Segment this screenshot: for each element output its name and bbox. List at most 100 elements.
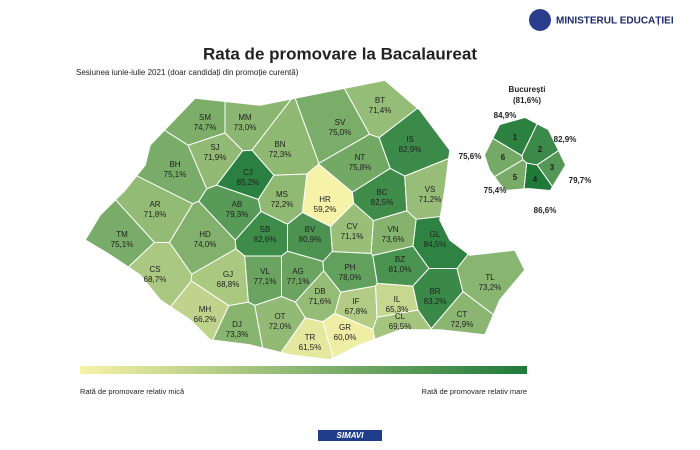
county-rate: 82,6% bbox=[254, 235, 277, 244]
sector-code: 4 bbox=[533, 175, 538, 184]
county-rate: 73,3% bbox=[226, 330, 249, 339]
sector-rate: 79,7% bbox=[569, 176, 592, 185]
county-rate: 71,1% bbox=[341, 232, 364, 241]
footer-logo: SIMAVI bbox=[337, 431, 365, 440]
county-rate: 75,8% bbox=[349, 163, 372, 172]
county-rate: 71,2% bbox=[419, 195, 442, 204]
county-rate: 75,0% bbox=[329, 128, 352, 137]
county-code: MS bbox=[276, 190, 288, 199]
county-code: SM bbox=[199, 113, 211, 122]
county-code: VS bbox=[425, 185, 436, 194]
county-code: DJ bbox=[232, 320, 242, 329]
county-code: OT bbox=[274, 312, 285, 321]
county-rate: 71,8% bbox=[144, 210, 167, 219]
county-rate: 78,0% bbox=[339, 273, 362, 282]
title: Rata de promovare la Bacalaureat bbox=[203, 44, 477, 63]
county-code: IS bbox=[406, 135, 414, 144]
county-code: VN bbox=[387, 225, 398, 234]
sector-code: 2 bbox=[538, 145, 543, 154]
county-code: GJ bbox=[223, 270, 233, 279]
county-rate: 66,2% bbox=[194, 315, 217, 324]
county-code: TM bbox=[116, 230, 128, 239]
ministry-emblem bbox=[529, 9, 551, 31]
sector bbox=[485, 123, 524, 190]
county-code: MM bbox=[238, 113, 252, 122]
county-code: BC bbox=[376, 188, 387, 197]
sector-code: 3 bbox=[550, 163, 555, 172]
legend-low: Rată de promovare relativ mică bbox=[80, 387, 185, 396]
county-rate: 72,2% bbox=[271, 200, 294, 209]
county-code: HD bbox=[199, 230, 211, 239]
county-rate: 71,9% bbox=[204, 153, 227, 162]
county-rate: 65,3% bbox=[386, 305, 409, 314]
county-code: BZ bbox=[395, 255, 405, 264]
county-rate: 82,9% bbox=[399, 145, 422, 154]
county-code: BT bbox=[375, 96, 385, 105]
sector bbox=[536, 135, 565, 190]
county-code: SV bbox=[335, 118, 346, 127]
county-rate: 85,2% bbox=[237, 178, 260, 187]
county-rate: 71,4% bbox=[369, 106, 392, 115]
county-code: GL bbox=[430, 230, 441, 239]
bucharest-rate: (81,6%) bbox=[513, 96, 541, 105]
county-rate: 73,0% bbox=[234, 123, 257, 132]
county-code: MH bbox=[199, 305, 212, 314]
legend-high: Rată de promovare relativ mare bbox=[422, 387, 527, 396]
subtitle: Sesiunea iunie-iulie 2021 (doar candidaț… bbox=[76, 68, 299, 77]
county-map bbox=[85, 80, 525, 360]
county-rate: 82,5% bbox=[371, 198, 394, 207]
county bbox=[193, 301, 268, 360]
county-code: SJ bbox=[210, 143, 219, 152]
county-code: IL bbox=[394, 295, 401, 304]
footer-logo-box bbox=[318, 430, 382, 441]
county-code: BH bbox=[169, 160, 180, 169]
sector-code: 5 bbox=[513, 173, 518, 182]
county-code: CS bbox=[149, 265, 160, 274]
sector-rate: 82,9% bbox=[554, 135, 577, 144]
county-rate: 77,1% bbox=[287, 277, 310, 286]
bucharest-inset bbox=[485, 118, 565, 190]
county-rate: 75,1% bbox=[111, 240, 134, 249]
county-code: BR bbox=[429, 287, 440, 296]
county-rate: 80,9% bbox=[299, 235, 322, 244]
county bbox=[85, 137, 156, 333]
sector-code: 6 bbox=[501, 153, 506, 162]
county-rate: 69,5% bbox=[389, 322, 412, 331]
sector-rate: 75,6% bbox=[459, 152, 482, 161]
county-code: CJ bbox=[243, 168, 253, 177]
legend-gradient bbox=[80, 366, 527, 374]
sector-rate: 84,9% bbox=[494, 111, 517, 120]
county-rate: 72,9% bbox=[451, 320, 474, 329]
county-rate: 77,1% bbox=[254, 277, 277, 286]
county-code: VL bbox=[260, 267, 270, 276]
county-code: GR bbox=[339, 323, 351, 332]
county-rate: 71,6% bbox=[309, 297, 332, 306]
county-code: BN bbox=[274, 140, 285, 149]
county-code: HR bbox=[319, 195, 331, 204]
county-code: SB bbox=[260, 225, 271, 234]
county bbox=[456, 169, 525, 360]
county-rate: 84,5% bbox=[424, 240, 447, 249]
county-code: TL bbox=[485, 273, 495, 282]
sector-code: 1 bbox=[513, 133, 518, 142]
county-code: CV bbox=[346, 222, 358, 231]
county-code: PH bbox=[344, 263, 355, 272]
county-rate: 79,3% bbox=[226, 210, 249, 219]
country-border bbox=[83, 79, 526, 361]
county-code: TR bbox=[305, 333, 316, 342]
county-rate: 72,0% bbox=[269, 322, 292, 331]
sector-rate: 86,6% bbox=[534, 206, 557, 215]
county-rate: 73,6% bbox=[382, 235, 405, 244]
county-code: AR bbox=[149, 200, 160, 209]
county-rate: 59,2% bbox=[314, 205, 337, 214]
county-code: CL bbox=[395, 312, 406, 321]
county-code: NT bbox=[355, 153, 366, 162]
county-rate: 68,8% bbox=[217, 280, 240, 289]
county-code: AG bbox=[292, 267, 304, 276]
county-rate: 61,5% bbox=[299, 343, 322, 352]
county-rate: 72,3% bbox=[269, 150, 292, 159]
county-rate: 68,7% bbox=[144, 275, 167, 284]
county-code: AB bbox=[232, 200, 243, 209]
county-code: IF bbox=[352, 297, 359, 306]
